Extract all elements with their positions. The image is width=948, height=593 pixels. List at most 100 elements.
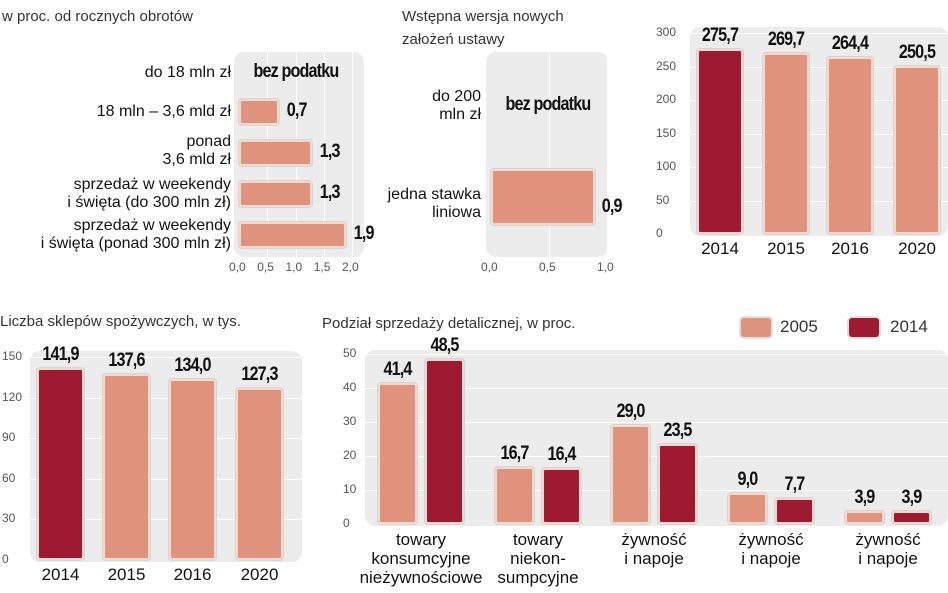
value-label: 1,9	[354, 223, 375, 244]
value-label: 9,0	[737, 469, 759, 491]
bar	[425, 359, 464, 524]
legend-label: 2005	[780, 317, 818, 336]
y-tick-label: 90	[2, 430, 16, 445]
y-tick-label: 0	[656, 226, 663, 240]
y-tick-label: 50	[656, 192, 670, 207]
value-label: 127,3	[241, 363, 278, 385]
y-tick-label: 200	[656, 92, 677, 106]
y-tick-label: 100	[656, 159, 677, 173]
value-label: 41,4	[383, 359, 412, 381]
gridline	[690, 200, 948, 202]
bar	[697, 49, 743, 234]
gridline	[690, 100, 948, 101]
value-label: 1,3	[320, 182, 341, 203]
legend-swatch-2014	[849, 318, 879, 337]
chart-title: Podział sprzedaży detalicznej, w proc.	[322, 315, 576, 332]
category-label: sprzedaż w weekendy i święta (ponad 300 m…	[40, 217, 231, 252]
bar	[495, 467, 534, 524]
y-tick-label: 250	[656, 58, 677, 73]
y-tick-label: 20	[343, 448, 357, 462]
y-tick-label: 150	[2, 349, 23, 363]
x-tick-label: 1,0	[285, 260, 303, 274]
bar	[37, 367, 84, 560]
value-label: 275,7	[701, 25, 739, 47]
category-label: żywność i napoje	[855, 530, 921, 568]
gridline	[352, 52, 353, 257]
y-tick-label: 40	[343, 380, 357, 394]
category-label: do 200 mln zł	[432, 88, 481, 123]
category-label: ponad 3,6 mld zł	[162, 133, 231, 168]
bar	[378, 383, 417, 524]
gridline	[30, 478, 302, 480]
gridline	[365, 490, 948, 491]
value-label: 1,3	[320, 141, 341, 162]
gridline	[549, 52, 550, 257]
y-tick-label: 30	[343, 414, 357, 428]
chart-title: Liczba sklepów spożywczych, w tys.	[0, 313, 241, 330]
y-tick-label: 30	[2, 511, 16, 526]
value-label: 3,9	[854, 486, 876, 508]
bar	[611, 425, 650, 524]
y-tick-label: 60	[2, 470, 16, 485]
y-tick-label: 120	[2, 389, 23, 404]
bar	[239, 181, 313, 207]
bar	[169, 378, 216, 560]
category-label: 2014	[41, 565, 80, 584]
gridline	[690, 133, 948, 135]
gridline	[365, 354, 948, 355]
category-label: do 18 mln zł	[144, 64, 231, 81]
value-label: 137,6	[108, 349, 145, 371]
value-label: 264,4	[831, 32, 869, 54]
category-label: 2020	[898, 239, 936, 258]
category-label: 2015	[107, 565, 146, 584]
y-tick-label: 50	[343, 346, 357, 360]
y-tick-label: 0	[343, 516, 350, 530]
gridline	[323, 52, 325, 257]
category-label: 2016	[831, 239, 869, 258]
value-label: bez podatku	[505, 94, 591, 115]
gridline	[365, 456, 948, 457]
value-label: 0,7	[286, 100, 307, 121]
bar	[239, 140, 313, 166]
gridline	[607, 52, 608, 257]
chart-title: w proc. od rocznych obrotów	[2, 8, 193, 25]
chart-panel	[486, 52, 608, 257]
gridline	[30, 397, 302, 399]
category-label: 2014	[701, 239, 739, 258]
bar	[236, 387, 283, 560]
category-label: sprzedaż w weekendy i święta (do 300 mln …	[67, 176, 231, 211]
bar	[892, 510, 931, 524]
category-label: żywność i napoje	[738, 530, 804, 568]
gridline	[30, 357, 302, 358]
bar	[728, 493, 767, 524]
value-label: 3,9	[901, 486, 923, 508]
gridline	[365, 388, 948, 389]
value-label: 269,7	[767, 29, 805, 51]
gridline	[30, 519, 302, 521]
legend-swatch-2005	[741, 318, 771, 337]
value-label: 16,7	[500, 443, 529, 465]
y-tick-label: 0	[2, 552, 9, 566]
category-label: 2016	[173, 565, 212, 584]
gridline	[30, 438, 302, 440]
bar	[845, 510, 884, 524]
bar	[239, 99, 279, 125]
x-tick-label: 1,0	[597, 260, 614, 274]
category-label: towary konsumcyjne nieżywnościowe	[359, 530, 483, 587]
category-label: żywność i napoje	[621, 530, 687, 568]
value-label: 250,5	[898, 42, 936, 64]
gridline	[690, 167, 948, 168]
category-label: 2020	[240, 565, 279, 584]
value-label: 16,4	[547, 444, 576, 466]
value-label: 141,9	[42, 343, 79, 365]
bar	[491, 169, 596, 225]
bar	[827, 56, 873, 234]
gridline	[690, 66, 948, 68]
x-tick-label: 0,0	[481, 260, 498, 274]
legend-label: 2014	[890, 317, 928, 336]
x-tick-label: 2,0	[342, 260, 359, 274]
bar	[763, 53, 809, 234]
x-tick-label: 1,5	[313, 260, 331, 274]
x-tick-label: 0,0	[229, 260, 246, 274]
gridline	[690, 33, 948, 34]
